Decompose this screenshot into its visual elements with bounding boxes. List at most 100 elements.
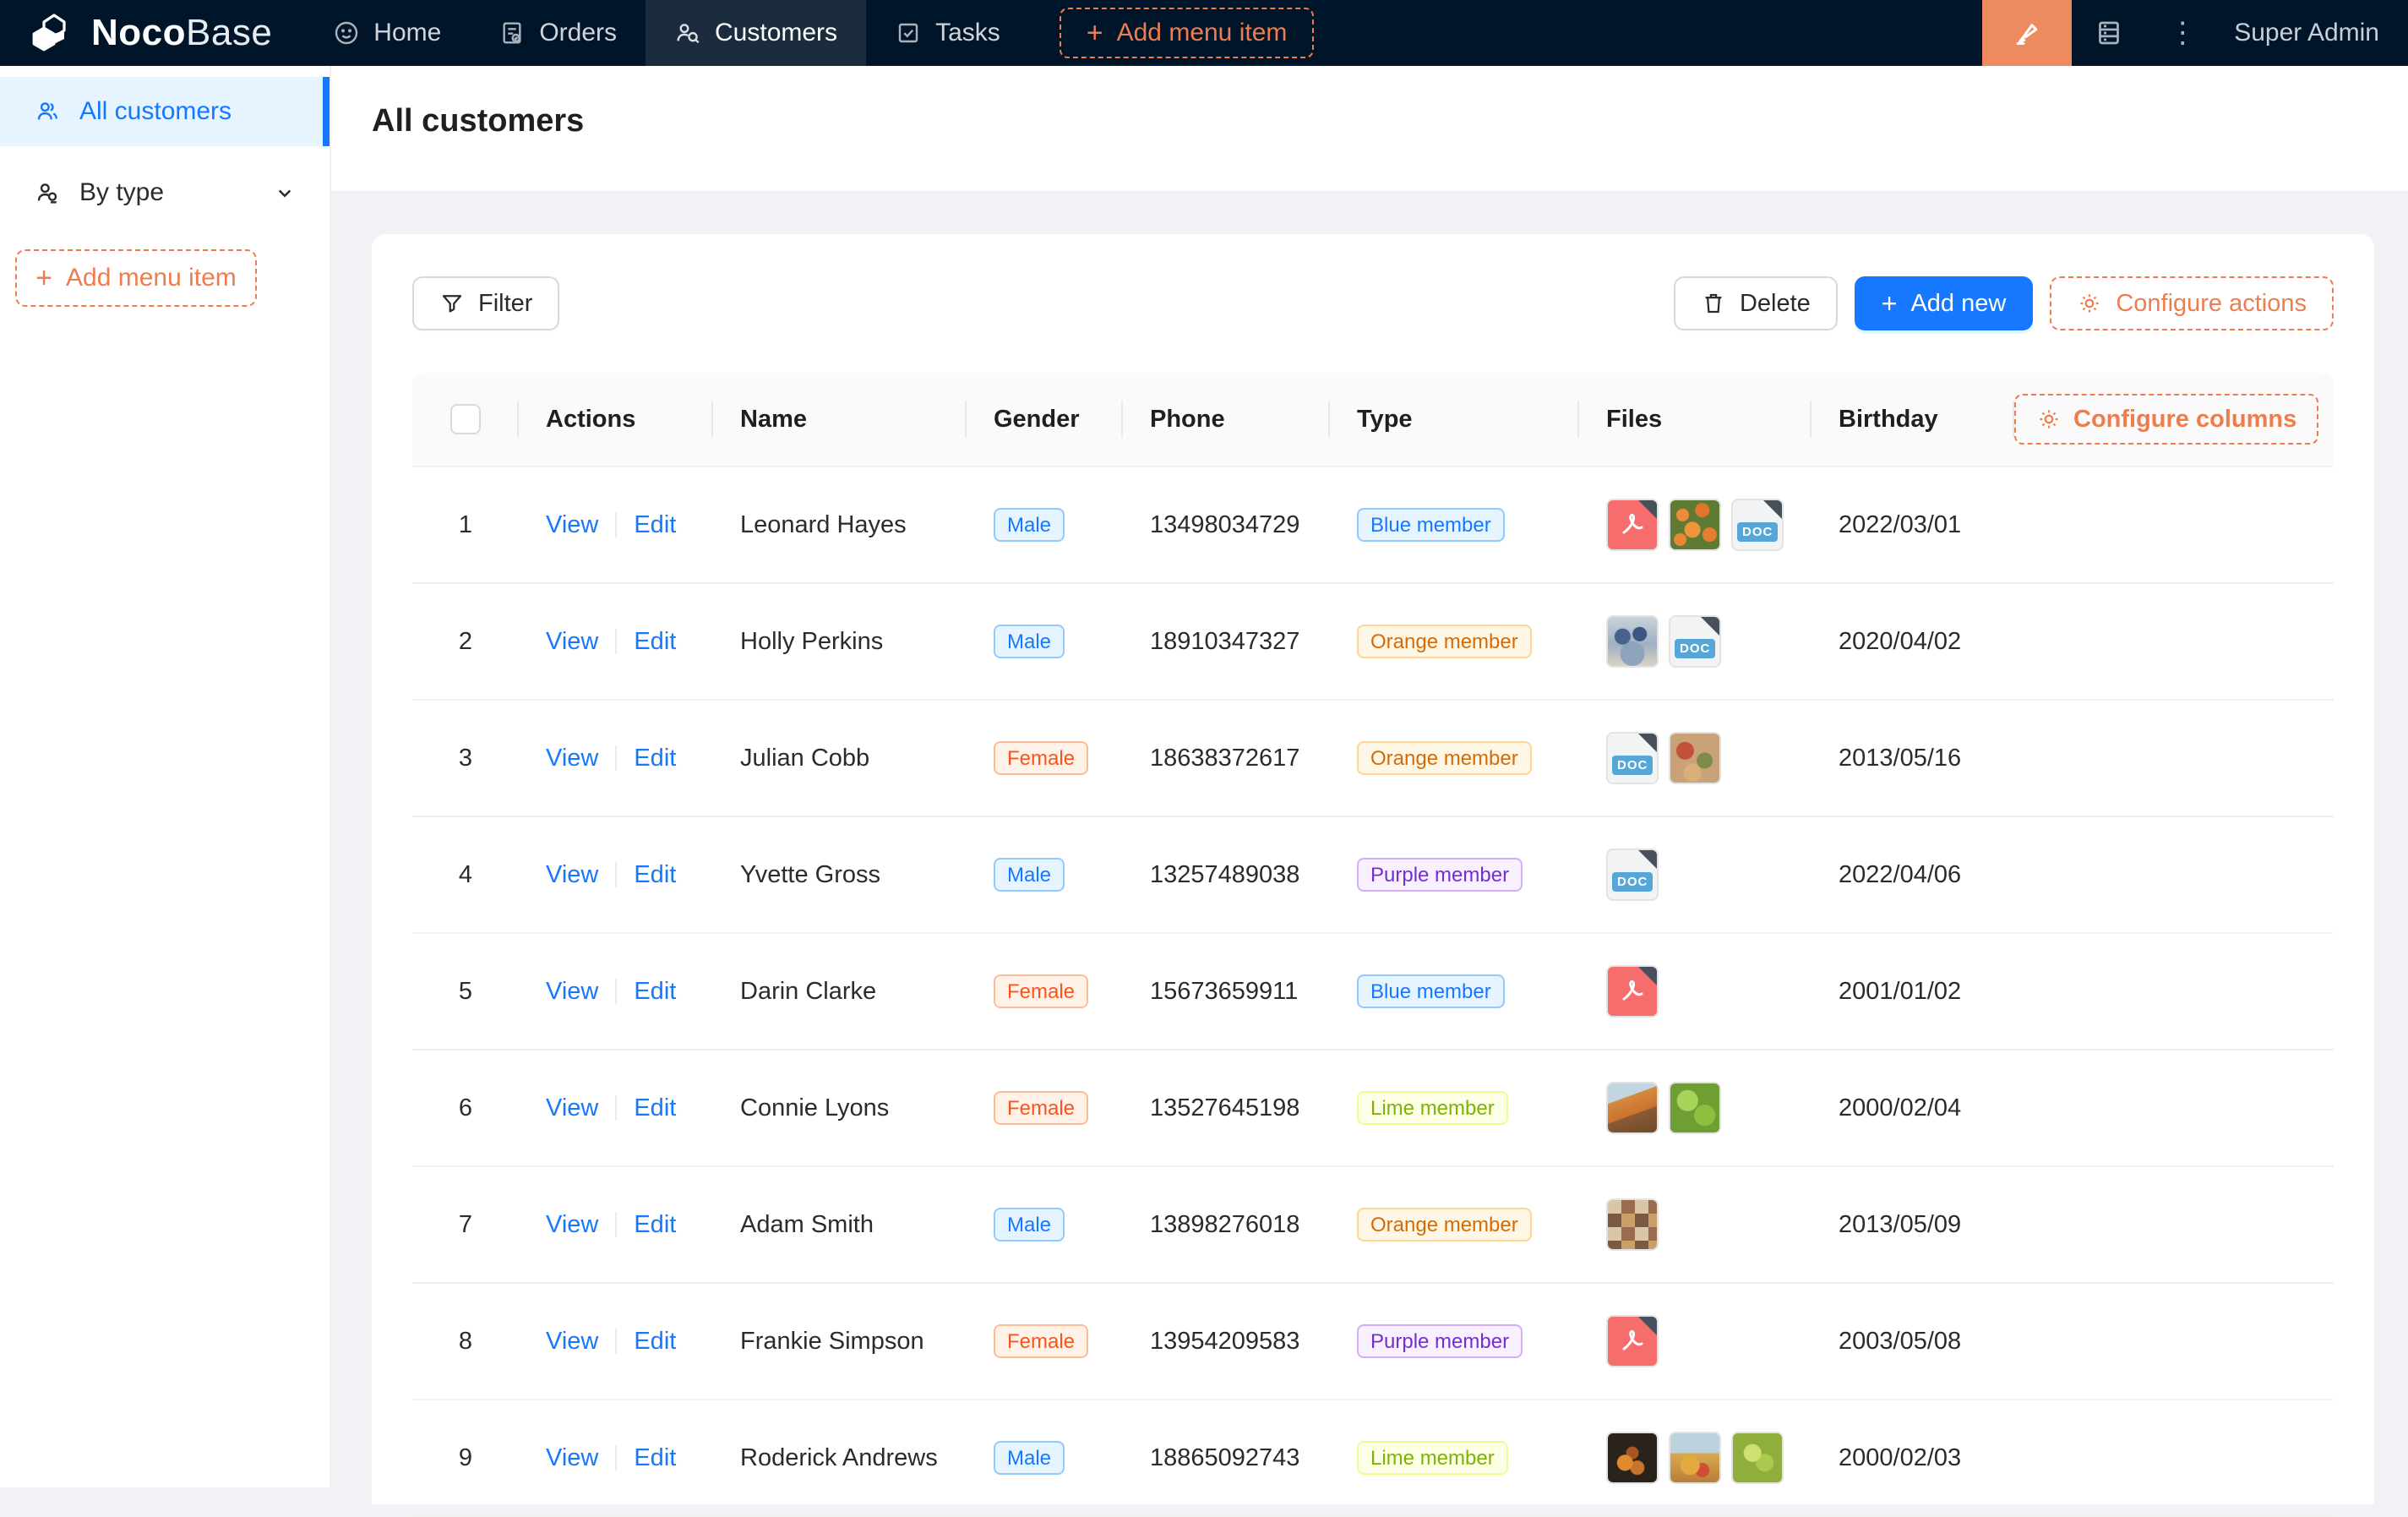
view-link[interactable]: View (546, 861, 598, 889)
customer-name: Connie Lyons (713, 1094, 967, 1122)
sidebar-item-label: All customers (79, 97, 232, 126)
gender-tag: Male (994, 625, 1065, 658)
doc-label: DOC (1612, 872, 1653, 892)
row-actions: View Edit (519, 1328, 713, 1356)
navbar-right-cluster: ⋮ Super Admin (1982, 0, 2408, 66)
edit-link[interactable]: Edit (634, 745, 676, 772)
row-type: Blue member (1330, 974, 1579, 1008)
navbar-add-menu-item-button[interactable]: + Add menu item (1060, 8, 1315, 58)
navbar-add-menu-item-label: Add menu item (1117, 19, 1288, 47)
column-header-actions: Actions (519, 373, 713, 466)
nav-tab-orders[interactable]: Orders (470, 0, 646, 66)
configure-columns-cell: Configure columns (2014, 373, 2334, 466)
customer-name: Yvette Gross (713, 861, 967, 889)
ui-editor-button[interactable] (1982, 0, 2072, 66)
edit-link[interactable]: Edit (634, 861, 676, 889)
view-link[interactable]: View (546, 628, 598, 656)
type-tag: Orange member (1357, 1208, 1532, 1241)
view-link[interactable]: View (546, 511, 598, 539)
configure-actions-button[interactable]: Configure actions (2050, 276, 2334, 330)
row-actions: View Edit (519, 861, 713, 889)
customer-name: Holly Perkins (713, 628, 967, 656)
plus-icon: + (1087, 19, 1103, 47)
row-type: Orange member (1330, 1208, 1579, 1241)
funnel-icon (439, 291, 465, 316)
row-index: 7 (412, 1211, 519, 1239)
view-link[interactable]: View (546, 1211, 598, 1239)
image-thumbnail[interactable] (1731, 1432, 1784, 1484)
row-gender: Male (967, 1208, 1123, 1241)
image-thumbnail[interactable] (1669, 732, 1721, 784)
more-options-button[interactable]: ⋮ (2146, 0, 2219, 66)
sidebar-item-by-type[interactable]: By type (0, 158, 330, 227)
view-link[interactable]: View (546, 1328, 598, 1356)
doc-file-icon[interactable]: DOC (1606, 732, 1659, 784)
sidebar-item-label: By type (79, 178, 164, 207)
image-thumbnail[interactable] (1669, 1432, 1721, 1484)
select-all-checkbox[interactable] (450, 404, 481, 434)
current-user-menu[interactable]: Super Admin (2219, 19, 2408, 47)
edit-link[interactable]: Edit (634, 978, 676, 1006)
row-index: 2 (412, 628, 519, 656)
image-thumbnail[interactable] (1606, 1198, 1659, 1251)
edit-link[interactable]: Edit (634, 1094, 676, 1122)
gender-tag: Female (994, 1091, 1088, 1125)
customer-name: Leonard Hayes (713, 511, 967, 539)
view-link[interactable]: View (546, 1094, 598, 1122)
row-files (1579, 1198, 1811, 1251)
row-index: 4 (412, 861, 519, 889)
view-link[interactable]: View (546, 1444, 598, 1472)
content-card: Filter Delete + Add new (372, 234, 2374, 1504)
pdf-file-icon[interactable] (1606, 965, 1659, 1018)
table-row: 7ViewEditAdam SmithMale13898276018Orange… (412, 1167, 2334, 1284)
edit-link[interactable]: Edit (634, 1328, 676, 1356)
delete-button[interactable]: Delete (1674, 276, 1838, 330)
sidebar-add-menu-item-button[interactable]: + Add menu item (15, 249, 257, 307)
plugin-manager-button[interactable] (2072, 0, 2146, 66)
trash-icon (1701, 291, 1726, 316)
row-type: Orange member (1330, 625, 1579, 658)
image-thumbnail[interactable] (1606, 615, 1659, 668)
image-thumbnail[interactable] (1669, 1082, 1721, 1134)
sidebar: All customers By type + Add menu item (0, 66, 331, 1487)
phone-number: 18865092743 (1123, 1444, 1330, 1472)
sidebar-item-all-customers[interactable]: All customers (0, 77, 330, 146)
delete-button-label: Delete (1740, 290, 1811, 318)
row-files: DOC (1579, 615, 1811, 668)
configure-columns-button[interactable]: Configure columns (2014, 394, 2318, 445)
row-files (1579, 965, 1811, 1018)
image-thumbnail[interactable] (1669, 499, 1721, 551)
image-thumbnail[interactable] (1606, 1082, 1659, 1134)
doc-file-icon[interactable]: DOC (1731, 499, 1784, 551)
folded-corner (1763, 500, 1782, 519)
customer-name: Darin Clarke (713, 978, 967, 1006)
filter-button[interactable]: Filter (412, 276, 559, 330)
add-new-button[interactable]: + Add new (1855, 276, 2034, 330)
edit-link[interactable]: Edit (634, 1211, 676, 1239)
edit-link[interactable]: Edit (634, 628, 676, 656)
phone-number: 15673659911 (1123, 978, 1330, 1006)
pdf-file-icon[interactable] (1606, 1315, 1659, 1367)
row-type: Purple member (1330, 858, 1579, 892)
chevron-down-icon (272, 180, 297, 205)
edit-link[interactable]: Edit (634, 1444, 676, 1472)
birthday: 2001/01/02 (1811, 978, 2014, 1006)
view-link[interactable]: View (546, 745, 598, 772)
doc-file-icon[interactable]: DOC (1669, 615, 1721, 668)
doc-file-icon[interactable]: DOC (1606, 849, 1659, 901)
pdf-file-icon[interactable] (1606, 499, 1659, 551)
column-header-phone: Phone (1123, 373, 1330, 466)
doc-label: DOC (1612, 756, 1653, 775)
table-row: 6ViewEditConnie LyonsFemale13527645198Li… (412, 1050, 2334, 1167)
view-link[interactable]: View (546, 978, 598, 1006)
nocobase-logo[interactable]: NocoBase (0, 12, 304, 54)
table-toolbar: Filter Delete + Add new (412, 276, 2334, 330)
row-files (1579, 1082, 1811, 1134)
column-header-name: Name (713, 373, 967, 466)
nav-tab-customers[interactable]: Customers (646, 0, 866, 66)
nav-tab-home[interactable]: Home (304, 0, 470, 66)
add-new-button-label: Add new (1910, 290, 2006, 318)
nav-tab-tasks[interactable]: Tasks (866, 0, 1029, 66)
image-thumbnail[interactable] (1606, 1432, 1659, 1484)
edit-link[interactable]: Edit (634, 511, 676, 539)
